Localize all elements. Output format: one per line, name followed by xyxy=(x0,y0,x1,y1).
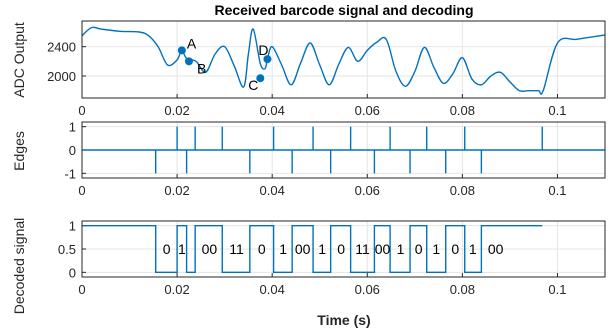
x-tick-label: 0.06 xyxy=(355,103,380,118)
adc-axis-ticks: 0 0.02 0.04 0.06 0.08 0.1 2000 2400 xyxy=(47,40,566,118)
decoded-digit: 00 xyxy=(488,241,504,257)
x-tick-label: 0 xyxy=(78,103,85,118)
x-tick-label: 0.06 xyxy=(355,183,380,198)
decoded-digit: 1 xyxy=(432,241,440,257)
decoded-series: 0 1 00 11 0 1 00 1 0 11 00 1 0 1 0 1 00 xyxy=(82,224,543,274)
marker-label-d: D xyxy=(258,42,268,58)
decoded-digit: 0 xyxy=(258,241,266,257)
x-tick-label: 0.08 xyxy=(450,103,475,118)
x-tick-label: 0.04 xyxy=(260,282,285,297)
edges-panel: 0 0.02 0.04 0.06 0.08 0.1-101 Edges xyxy=(11,120,606,198)
adc-signal-line xyxy=(81,26,606,95)
decoded-axes-box xyxy=(81,220,606,278)
adc-ylabel: ADC Output xyxy=(11,22,27,98)
decoded-digit: 0 xyxy=(163,241,171,257)
decoded-digit: 0 xyxy=(337,241,345,257)
x-tick-label: 0.1 xyxy=(548,282,566,297)
marker-label-b: B xyxy=(197,60,206,76)
y-tick-label: 1 xyxy=(69,219,76,234)
decoded-digit: 11 xyxy=(355,241,370,257)
y-tick-label: 0 xyxy=(69,265,76,280)
decoded-digit: 1 xyxy=(178,241,186,257)
x-tick-label: 0.04 xyxy=(260,183,285,198)
edges-ylabel: Edges xyxy=(11,131,27,171)
y-tick-label: 0 xyxy=(69,143,76,158)
decoded-digit: 0 xyxy=(415,241,423,257)
edges-series xyxy=(82,126,605,174)
marker-point-a xyxy=(177,46,186,55)
decoded-step-line xyxy=(82,224,543,274)
marker-point-d xyxy=(263,55,272,64)
adc-grid xyxy=(81,21,605,98)
edges-axis-ticks: 0 0.02 0.04 0.06 0.08 0.1-101 xyxy=(64,120,566,198)
marker-point-b xyxy=(184,57,193,66)
x-tick-label: 0.02 xyxy=(164,183,189,198)
decoded-digit: 1 xyxy=(318,241,326,257)
adc-output-panel: Received barcode signal and decoding 0 0.… xyxy=(11,2,606,118)
x-tick-label: 0.08 xyxy=(450,183,475,198)
decoded-digit: 00 xyxy=(295,241,311,257)
marker-label-a: A xyxy=(187,35,197,51)
chart-title: Received barcode signal and decoding xyxy=(214,2,473,18)
y-tick-label: 2400 xyxy=(47,40,76,55)
x-tick-label: 0.02 xyxy=(164,103,189,118)
decoded-panel: 0 0.02 0.04 0.06 0.08 0.100.51 0 1 00 11 0 1 00 1 0 11… xyxy=(11,218,606,328)
adc-signal: AB C D xyxy=(81,26,606,95)
x-tick-label: 0.1 xyxy=(548,103,566,118)
decoded-digit: 0 xyxy=(451,241,459,257)
y-tick-label: 0.5 xyxy=(58,242,76,257)
decoded-digit: 00 xyxy=(202,241,218,257)
x-tick-label: 0.1 xyxy=(548,183,566,198)
x-tick-label: 0.02 xyxy=(164,282,189,297)
marker-label-c: C xyxy=(248,77,258,93)
decoded-digit: 00 xyxy=(375,241,391,257)
x-tick-label: 0 xyxy=(78,282,85,297)
x-tick-label: 0.06 xyxy=(355,282,380,297)
decoded-axis-ticks: 0 0.02 0.04 0.06 0.08 0.1 0 0.5 1 xyxy=(58,219,567,297)
xaxis-label: Time (s) xyxy=(317,312,370,328)
adc-axes-box xyxy=(81,20,606,99)
decoded-digit: 1 xyxy=(397,241,405,257)
decoded-ylabel: Decoded signal xyxy=(11,218,27,315)
y-tick-label: -1 xyxy=(64,166,76,181)
decoded-digit: 1 xyxy=(469,241,477,257)
y-tick-label: 2000 xyxy=(47,69,76,84)
decoded-digit: 1 xyxy=(279,241,287,257)
decoded-digit: 11 xyxy=(229,241,244,257)
x-tick-label: 0.04 xyxy=(260,103,285,118)
x-tick-label: 0.08 xyxy=(450,282,475,297)
marker-point-c xyxy=(256,74,265,83)
x-tick-label: 0 xyxy=(78,183,85,198)
edges-axes-box xyxy=(81,121,606,179)
y-tick-label: 1 xyxy=(69,120,76,135)
